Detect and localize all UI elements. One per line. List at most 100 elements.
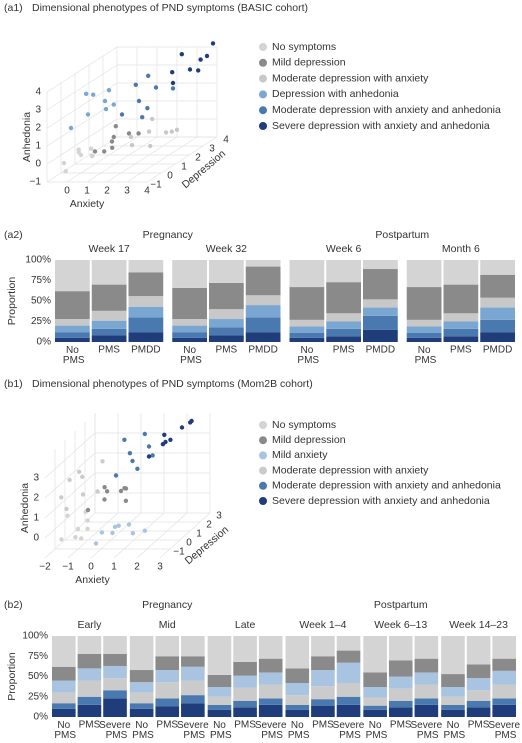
- point: [130, 531, 136, 536]
- bar-segment: [52, 680, 76, 693]
- bar-segment: [155, 670, 180, 683]
- x-tick-label: 3: [157, 562, 163, 573]
- group-title: Postpartum: [374, 599, 428, 611]
- legend-marker: [259, 90, 267, 99]
- bar-segment: [480, 307, 515, 320]
- legend-marker: [259, 122, 267, 130]
- bar-segment: [363, 315, 398, 330]
- point: [61, 160, 67, 166]
- bar-segment: [77, 653, 102, 669]
- point: [179, 425, 185, 430]
- x-tick-label: Severe PMS: [177, 720, 209, 741]
- bar-segment: [326, 328, 361, 337]
- x-tick-label: 0: [64, 186, 70, 197]
- bar-segment: [155, 682, 180, 699]
- point: [148, 143, 153, 149]
- point: [169, 129, 174, 134]
- x-tick-label: PMS: [234, 720, 256, 731]
- bar-segment: [258, 684, 283, 699]
- bar-segment: [414, 704, 439, 717]
- bar-segment: [209, 282, 244, 310]
- point: [76, 469, 82, 474]
- point: [127, 451, 133, 456]
- legend-marker: [259, 481, 267, 490]
- bar-segment: [388, 676, 413, 689]
- point: [128, 134, 134, 140]
- x-tick-label: PMDD: [131, 345, 160, 356]
- point: [146, 73, 151, 79]
- y-tick-label: 100%: [25, 255, 51, 266]
- bar-segment: [245, 332, 281, 342]
- point: [122, 437, 127, 442]
- point: [102, 98, 108, 104]
- bar-segment: [480, 319, 515, 333]
- bar-segment: [233, 661, 257, 676]
- x-tick-label: No PMS: [412, 345, 437, 366]
- z-tick-label: 0: [35, 159, 41, 170]
- point: [95, 489, 100, 494]
- bar-segment: [55, 337, 90, 342]
- bar-segment: [128, 317, 164, 333]
- point: [153, 85, 159, 90]
- bar-segment: [406, 326, 442, 333]
- bar-segment: [55, 332, 90, 338]
- facet-title: Week 17: [89, 243, 130, 255]
- bar-segment: [245, 317, 281, 333]
- bar-segment: [181, 656, 205, 667]
- point: [59, 537, 64, 542]
- bar-segment: [441, 696, 465, 705]
- facet-title: Early: [77, 619, 102, 631]
- bar-segment: [406, 332, 442, 338]
- legend-marker: [259, 497, 267, 505]
- legend-label: Moderate depression with anxiety and anh…: [272, 104, 501, 116]
- bar-segment: [363, 269, 398, 300]
- bar-segment: [209, 335, 244, 342]
- bar-segment: [406, 337, 442, 342]
- x-tick-label: No PMS: [363, 720, 388, 741]
- z-tick-label: 0: [33, 533, 39, 544]
- grid-line: [46, 82, 118, 129]
- bar-segment: [326, 282, 361, 314]
- x-axis-label: Anxiety: [70, 198, 105, 210]
- point: [76, 147, 81, 152]
- chart-title: Dimensional phenotypes of PND symptoms (…: [32, 378, 313, 390]
- point: [102, 497, 107, 502]
- z-axis-label: Anhedonia: [21, 112, 33, 162]
- x-tick-label: 3: [124, 186, 130, 197]
- legend-label: Moderate depression with anxiety: [272, 72, 429, 84]
- y-tick-label: −1: [173, 547, 185, 558]
- bar-segment: [492, 704, 516, 717]
- bar-segment: [91, 260, 127, 285]
- bar-segment: [414, 698, 439, 705]
- bar-segment: [441, 674, 465, 688]
- panel-label: (b2): [4, 599, 23, 611]
- legend-marker: [259, 436, 267, 445]
- bar-segment: [441, 704, 465, 710]
- bar-segment: [91, 310, 127, 321]
- y-tick-label: 1: [181, 162, 187, 173]
- bar-segment: [128, 306, 164, 318]
- bar-segment: [363, 329, 398, 342]
- x-tick-label: PMS: [333, 345, 355, 356]
- y-tick-label: 50%: [31, 296, 51, 307]
- facet-title: Month 6: [442, 243, 480, 255]
- point: [204, 53, 210, 59]
- point: [123, 486, 129, 491]
- bar-segment: [129, 708, 154, 717]
- point: [210, 41, 216, 46]
- point: [133, 82, 138, 88]
- bar-segment: [155, 706, 180, 717]
- point: [75, 526, 81, 532]
- bar-segment: [388, 707, 413, 717]
- point: [89, 153, 95, 159]
- point: [84, 91, 89, 97]
- point: [129, 142, 135, 148]
- bar-segment: [336, 650, 361, 663]
- point: [110, 145, 115, 150]
- bar-segment: [363, 307, 398, 316]
- x-tick-label: PMS: [156, 720, 178, 731]
- point: [92, 149, 98, 154]
- bar-segment: [91, 328, 127, 336]
- point: [59, 495, 64, 500]
- x-tick-label: −1: [62, 562, 74, 573]
